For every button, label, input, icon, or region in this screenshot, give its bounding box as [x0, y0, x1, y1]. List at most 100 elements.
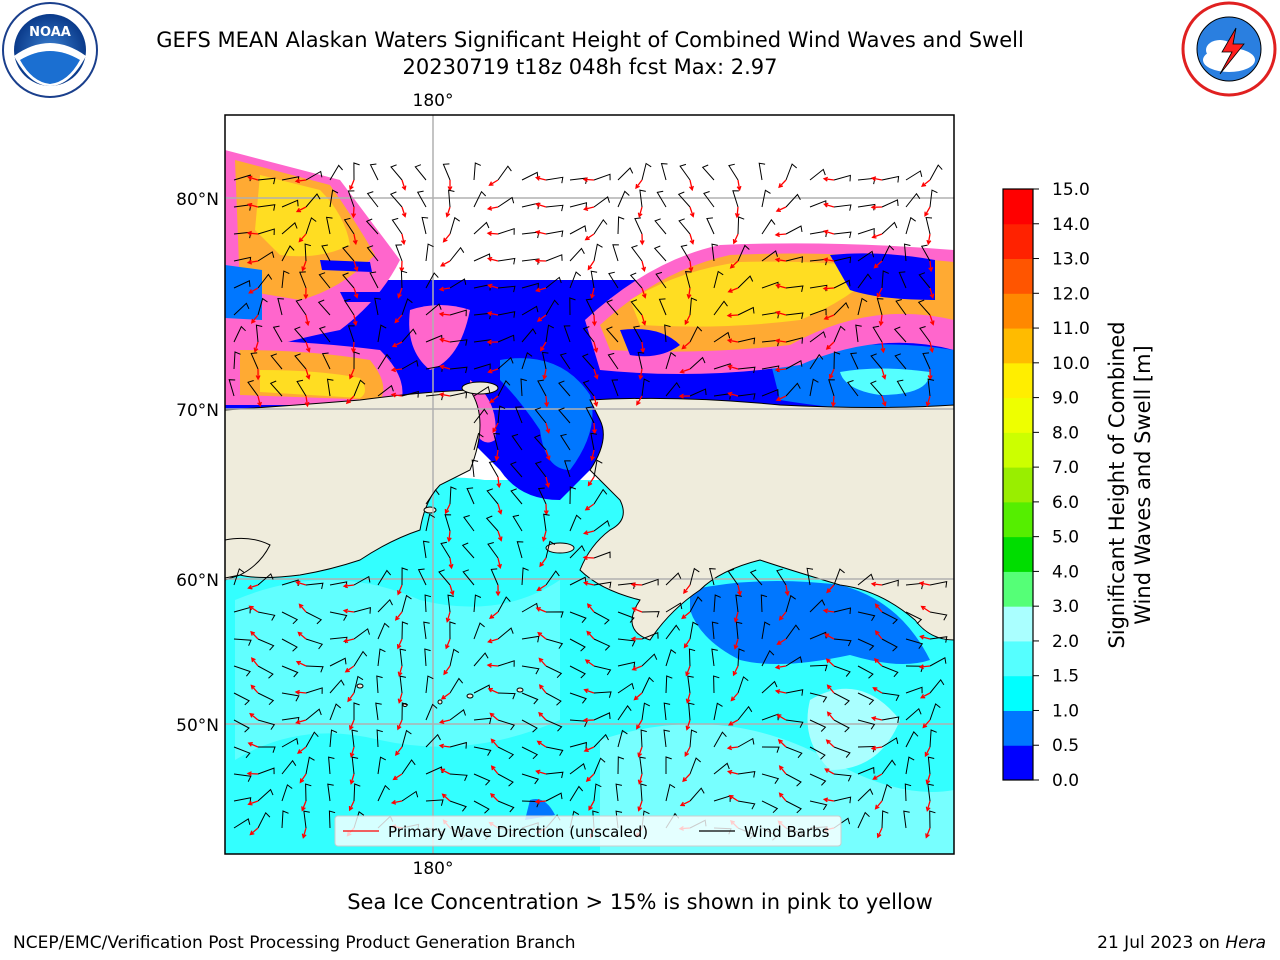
- wave-direction-arrow: [929, 341, 935, 354]
- wave-direction-arrow: [683, 584, 691, 594]
- wave-direction-arrow: [929, 314, 935, 326]
- wave-direction-arrow: [438, 719, 451, 725]
- wind-barb: [257, 788, 274, 802]
- wave-direction-arrow: [925, 395, 931, 407]
- wind-barb: [545, 771, 564, 779]
- wave-direction-arrow: [636, 395, 643, 406]
- wind-barb: [559, 352, 571, 370]
- wind-barb: [281, 611, 299, 625]
- wave-direction-arrow: [630, 582, 643, 588]
- wind-barb: [881, 175, 900, 183]
- wave-direction-arrow: [534, 230, 547, 235]
- wave-direction-arrow: [488, 179, 499, 186]
- wind-barb: [833, 773, 852, 782]
- wave-direction-arrow: [305, 341, 311, 353]
- wind-barb: [490, 568, 499, 586]
- wind-barb: [401, 594, 412, 613]
- wind-barb: [929, 189, 938, 208]
- wave-direction-arrow: [593, 368, 599, 380]
- wind-barb: [569, 741, 587, 749]
- wind-barb: [558, 407, 571, 424]
- wind-barb: [258, 746, 276, 753]
- wave-direction-arrow: [689, 233, 695, 245]
- wave-direction-arrow: [728, 794, 739, 802]
- wind-barb: [329, 164, 343, 181]
- wind-barb: [641, 631, 659, 640]
- wind-barb: [678, 218, 691, 235]
- colorbar-label-line1: Significant Height of Combined: [1105, 321, 1129, 648]
- wind-barb: [233, 719, 250, 733]
- wind-barb: [485, 515, 499, 532]
- wind-barb: [785, 773, 802, 787]
- wind-barb: [617, 682, 635, 694]
- wind-barb: [424, 594, 432, 613]
- wave-direction-arrow: [247, 800, 259, 806]
- wind-barb: [401, 390, 419, 398]
- wave-direction-arrow: [545, 449, 551, 461]
- wave-direction-arrow: [778, 611, 787, 621]
- wind-barb: [545, 324, 555, 343]
- wind-barb: [353, 351, 360, 370]
- wind-barb: [785, 256, 804, 263]
- wind-barb: [545, 230, 564, 238]
- wave-direction-arrow: [685, 719, 691, 731]
- wave-direction-arrow: [733, 638, 739, 650]
- wind-barb: [423, 621, 430, 640]
- wind-barb: [257, 273, 273, 289]
- wave-direction-arrow: [775, 206, 787, 213]
- wind-barb: [438, 569, 451, 586]
- wind-barb: [612, 244, 619, 262]
- wind-barb: [927, 756, 935, 775]
- wave-direction-arrow: [438, 392, 451, 398]
- wind-barb: [305, 638, 324, 650]
- wind-barb: [639, 756, 646, 775]
- wind-barb: [857, 811, 870, 829]
- wind-barb: [425, 489, 440, 505]
- wind-barb: [521, 692, 539, 705]
- wind-barb: [833, 796, 852, 804]
- wind-barb: [833, 351, 841, 370]
- wave-direction-arrow: [590, 449, 595, 462]
- kamchatka: [225, 537, 271, 579]
- wave-direction-arrow: [881, 395, 887, 407]
- wind-barb: [665, 783, 676, 802]
- wave-direction-arrow: [486, 311, 499, 317]
- wave-direction-arrow: [872, 687, 883, 694]
- colorbar-segment: [1003, 293, 1033, 329]
- wave-direction-arrow: [637, 800, 643, 812]
- wind-barb: [353, 379, 366, 397]
- wind-barb: [564, 460, 571, 478]
- wave-direction-arrow: [924, 206, 931, 217]
- wind-barb: [833, 256, 852, 264]
- wind-barb: [293, 326, 307, 343]
- wind-barb: [537, 379, 547, 397]
- wind-barb: [473, 162, 481, 181]
- wind-barb: [857, 250, 875, 262]
- wind-barb: [593, 611, 610, 625]
- wind-barb: [582, 380, 595, 397]
- wind-barb: [329, 611, 348, 621]
- wind-barb: [656, 190, 667, 208]
- wind-barb: [250, 352, 259, 370]
- wind-barb: [857, 228, 875, 235]
- wind-barb: [509, 461, 523, 478]
- wave-direction-arrow: [582, 555, 595, 561]
- wave-direction-arrow: [247, 584, 259, 590]
- wind-barb: [617, 729, 628, 748]
- wind-barb: [305, 708, 322, 721]
- wave-direction-arrow: [920, 692, 931, 699]
- wind-barb: [701, 164, 715, 181]
- wave-direction-arrow: [778, 179, 787, 189]
- wind-barb: [833, 279, 851, 289]
- wind-barb: [425, 303, 442, 316]
- colorbar-segment: [1003, 189, 1033, 225]
- wave-direction-arrow: [774, 338, 787, 344]
- wind-barb: [689, 787, 705, 802]
- wind-barb: [713, 331, 731, 343]
- wind-barb: [905, 686, 923, 694]
- wind-barb: [281, 245, 295, 262]
- wind-barb: [728, 163, 739, 181]
- wind-barb: [785, 163, 798, 181]
- nws-logo: [1181, 1, 1277, 97]
- wind-barb: [461, 542, 475, 559]
